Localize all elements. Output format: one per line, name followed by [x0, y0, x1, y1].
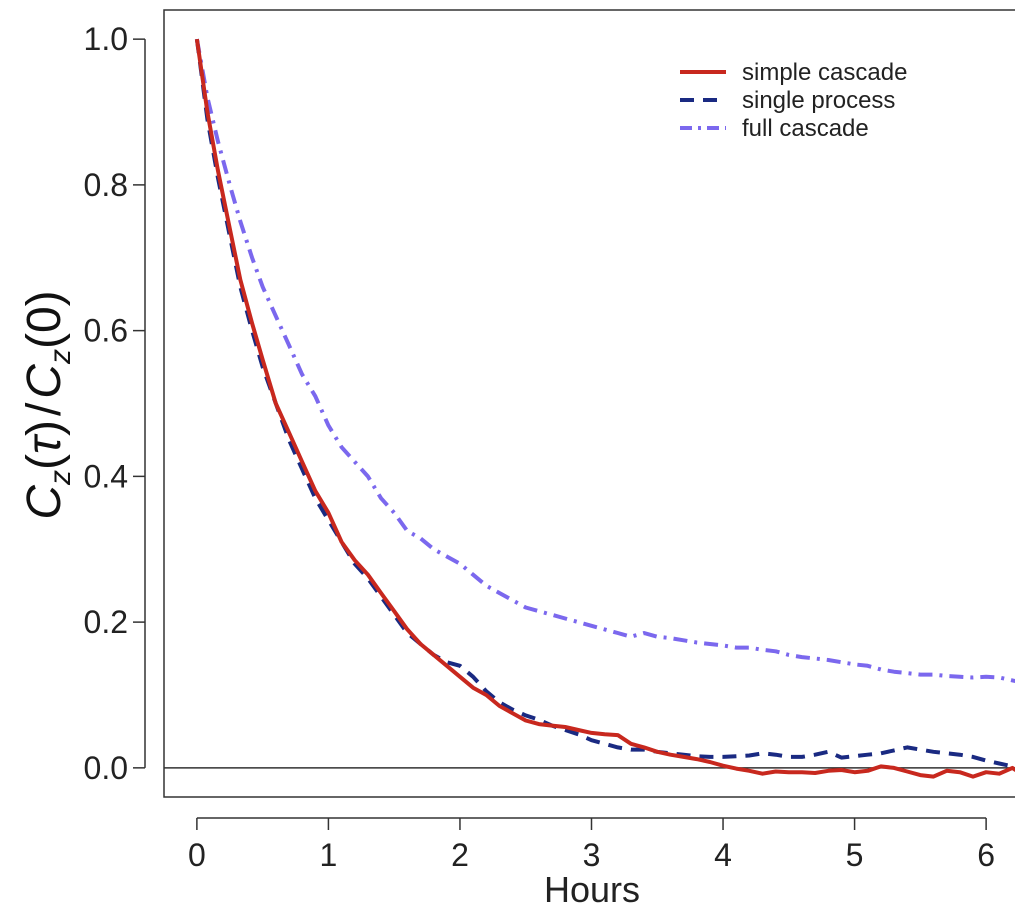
y-axis-title-base: C	[18, 485, 71, 520]
y-tick-label: 0.6	[84, 313, 128, 349]
y-tick-label: 0.0	[84, 750, 128, 786]
y-tick-label: 0.8	[84, 167, 128, 203]
y-axis-title-arg: τ	[18, 433, 71, 454]
y-tick-label: 0.4	[84, 458, 128, 494]
y-axis-title-sub-2: z	[44, 349, 77, 365]
x-tick-label: 2	[451, 837, 469, 873]
series-layer	[194, 38, 1015, 779]
y-axis-title-sub: z	[44, 470, 77, 486]
x-axis: 0 1 2 3 4 5 6	[188, 817, 995, 873]
y-axis: 0.0 0.2 0.4 0.6 0.8 1.0	[84, 21, 146, 786]
x-tick-label: 5	[846, 837, 864, 873]
series-line-single-process	[194, 38, 1015, 771]
y-tick-label: 0.2	[84, 604, 128, 640]
legend-label: full cascade	[742, 115, 869, 142]
x-tick-label: 6	[977, 837, 995, 873]
legend-label: simple cascade	[742, 59, 907, 86]
series-line-simple-cascade	[194, 38, 1015, 779]
x-tick-label: 0	[188, 837, 206, 873]
y-axis-title-base-2: C	[18, 364, 71, 399]
x-tick-label: 4	[714, 837, 732, 873]
y-tick-label: 1.0	[84, 21, 128, 57]
x-tick-label: 1	[320, 837, 338, 873]
legend-label: single process	[742, 87, 895, 114]
x-tick-label: 3	[583, 837, 601, 873]
x-axis-title: Hours	[544, 869, 640, 910]
y-axis-title: Cz(τ)/Cz(0)	[18, 290, 77, 519]
y-axis-title-arg-2: 0	[18, 306, 71, 333]
series-line-full-cascade	[194, 38, 1015, 684]
plot-area-frame	[163, 9, 1015, 798]
